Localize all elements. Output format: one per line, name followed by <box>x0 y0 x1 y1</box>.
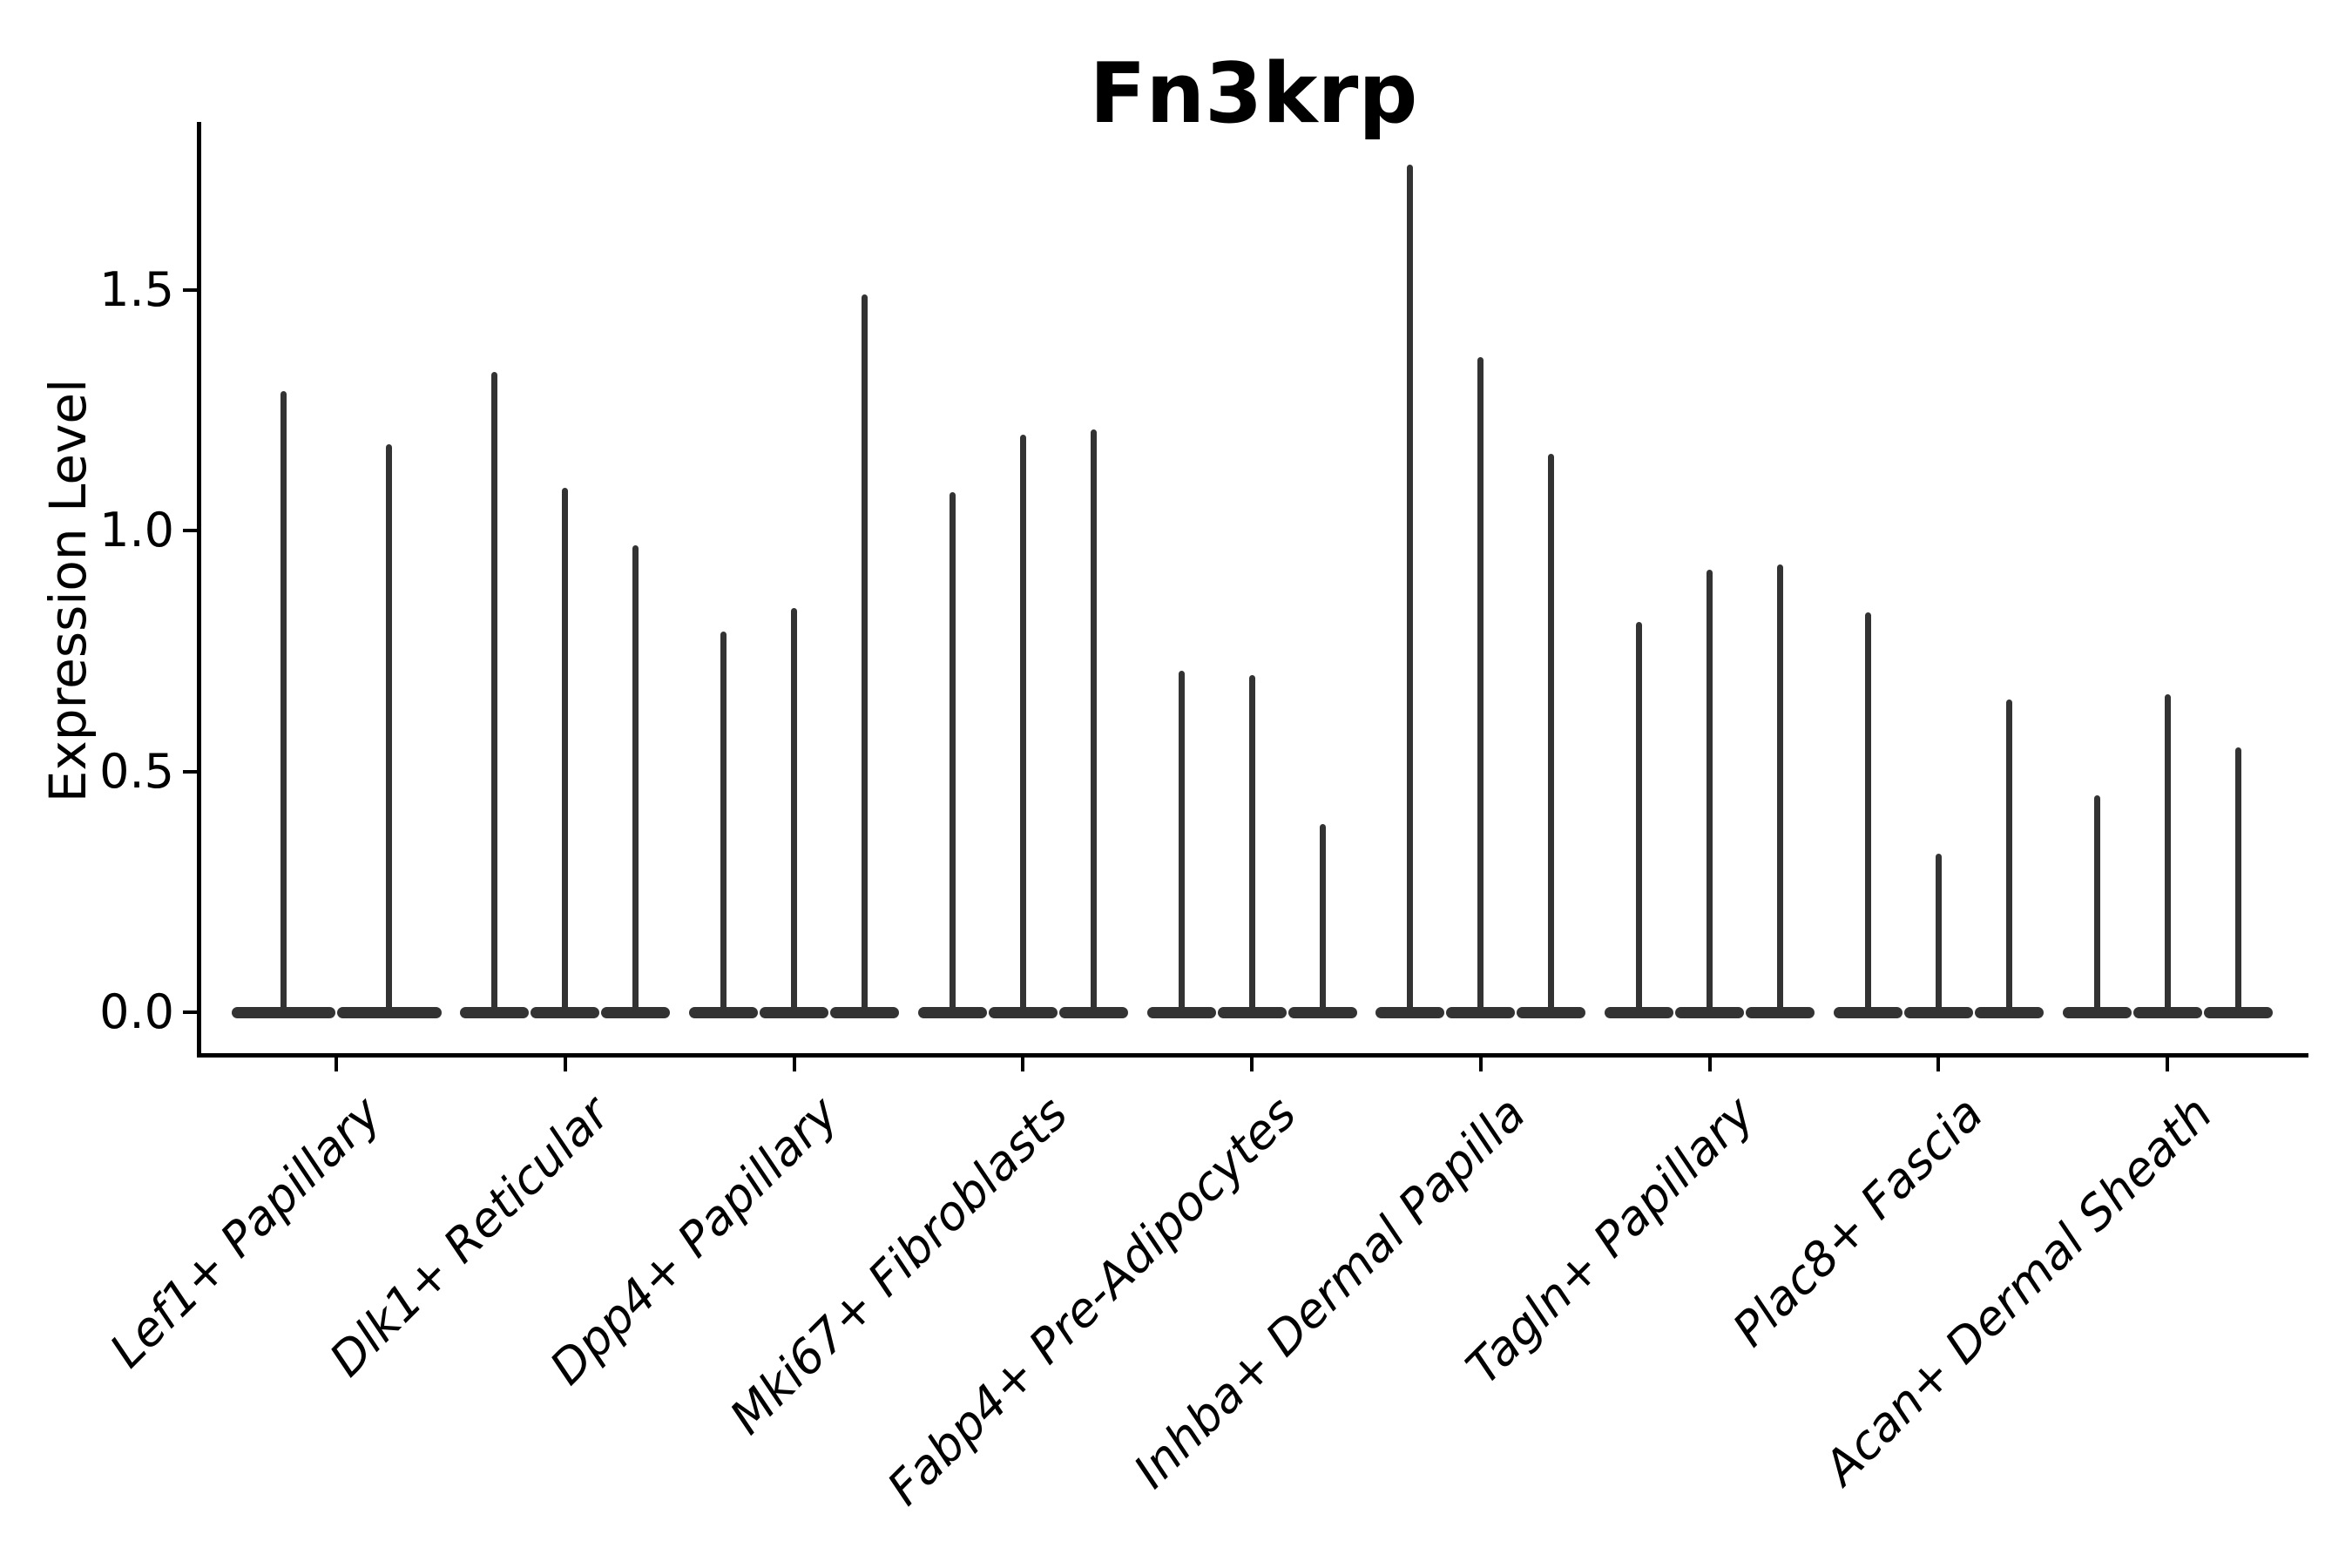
violin-spike <box>1548 453 1555 1018</box>
violin-spike <box>1090 429 1097 1018</box>
x-tick-label: Acan+ Dermal Sheath <box>1813 1085 2223 1496</box>
bottom-axis-spine <box>197 1053 2308 1058</box>
violin-spike <box>720 632 727 1018</box>
x-tick-mark <box>1250 1058 1254 1071</box>
violin-spike <box>1019 434 1026 1018</box>
violin-spike <box>1777 564 1783 1018</box>
x-tick-mark <box>335 1058 338 1071</box>
x-tick-mark <box>1478 1058 1483 1071</box>
violin-spike <box>2093 795 2100 1018</box>
violin-spike <box>491 371 498 1018</box>
violin-spike <box>1407 165 1414 1018</box>
violin-spike <box>1178 670 1185 1018</box>
y-tick-mark <box>183 1010 197 1014</box>
violin-spike <box>1477 357 1484 1018</box>
y-tick-label: 0.5 <box>99 743 174 799</box>
violin-spike <box>632 544 639 1018</box>
x-tick-label: Inhba+ Dermal Papilla <box>1123 1085 1536 1499</box>
x-tick-mark <box>1021 1058 1025 1071</box>
y-tick-label: 0.0 <box>99 984 174 1039</box>
y-tick-mark <box>183 769 197 774</box>
x-tick-mark <box>792 1058 796 1071</box>
y-tick-mark <box>183 529 197 533</box>
violin-spike <box>386 443 393 1018</box>
x-tick-mark <box>1936 1058 1941 1071</box>
x-tick-mark <box>563 1058 567 1071</box>
violin-spike <box>1707 569 1713 1018</box>
violin-spike <box>791 607 797 1018</box>
y-tick-label: 1.0 <box>99 503 174 558</box>
violin-spike <box>949 492 956 1018</box>
left-axis-spine <box>197 122 201 1058</box>
violin-spike <box>2234 747 2241 1018</box>
x-tick-mark <box>2166 1058 2169 1071</box>
violin-spike <box>1248 675 1255 1018</box>
violin-spike <box>2164 694 2171 1018</box>
violin-spike <box>862 294 868 1018</box>
chart-title: Fn3krp <box>1089 46 1418 142</box>
x-tick-mark <box>1707 1058 1712 1071</box>
violin-spike <box>2005 699 2012 1018</box>
violin-spike <box>1319 824 1326 1018</box>
violin-spike <box>1864 612 1871 1018</box>
violin-spike <box>1636 622 1642 1018</box>
violin-spike <box>280 391 287 1018</box>
violin-spike <box>562 487 569 1018</box>
x-tick-label: Fabp4+ Pre-Adipocytes <box>876 1085 1308 1516</box>
y-tick-label: 1.5 <box>99 261 174 317</box>
y-tick-mark <box>183 287 197 292</box>
violin-spike <box>1935 853 1942 1018</box>
